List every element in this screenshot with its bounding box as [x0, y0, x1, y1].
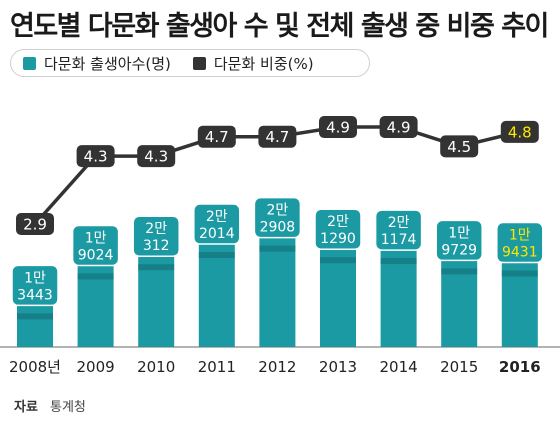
chart-title: 연도별 다문화 출생아 수 및 전체 출생 중 비중 추이: [10, 11, 549, 42]
x-tick-label-5: 2013: [319, 358, 357, 376]
share-label-7: 4.5: [447, 138, 471, 156]
bar-label-unit-1: 1만: [85, 230, 107, 246]
bar-label-value-8: 9431: [502, 245, 538, 261]
x-tick-label-0: 2008년: [9, 358, 61, 376]
bar-shadow-6: [380, 258, 417, 265]
share-marker-6: [379, 116, 418, 138]
bar-shadow-0: [17, 313, 53, 320]
legend-swatch-births: [23, 56, 36, 70]
bar-label-box-4: [253, 196, 302, 239]
bar-shadow-2: [138, 264, 175, 271]
bar-label-box-1: [71, 224, 120, 267]
x-tick-label-1: 2009: [77, 358, 115, 376]
bar-label-value-6: 1174: [381, 232, 417, 248]
share-marker-2: [137, 145, 176, 168]
bar-shadow-7: [441, 268, 478, 275]
bar-label-box-7: [435, 219, 483, 262]
legend-label-births: 다문화 출생아수(명): [44, 54, 171, 73]
source-text: 통계청: [50, 400, 86, 415]
bar-shadow-8: [501, 270, 538, 277]
share-marker-4: [258, 125, 297, 148]
bar-label-value-5: 1290: [320, 231, 356, 247]
share-label-5: 4.9: [326, 119, 350, 137]
bar-label-box-2: [132, 215, 180, 257]
bar-label-value-3: 2014: [199, 226, 235, 242]
bar-label-box-6: [374, 209, 423, 251]
bar-shadow-5: [320, 257, 356, 264]
x-tick-label-3: 2011: [198, 358, 236, 376]
bar-label-value-4: 2908: [260, 220, 296, 236]
bar-shadow-3: [198, 252, 235, 259]
bar-label-unit-0: 1만: [24, 270, 46, 286]
share-label-3: 4.7: [205, 128, 229, 146]
bar-label-box-5: [314, 208, 362, 250]
bar-label-unit-3: 2만: [206, 209, 228, 225]
share-label-6: 4.9: [387, 119, 411, 137]
legend-item-births: 다문화 출생아수(명): [23, 53, 171, 74]
share-label-0: 2.9: [23, 216, 47, 234]
share-label-8: 4.8: [508, 123, 532, 141]
x-tick-label-8: 2016: [499, 358, 541, 376]
share-marker-8: [500, 120, 539, 143]
legend-item-share: 다문화 비중(%): [192, 53, 314, 74]
bar-label-unit-4: 2만: [267, 203, 289, 219]
bar-label-box-3: [193, 203, 241, 245]
bar-label-unit-7: 1만: [448, 225, 470, 241]
legend-label-share: 다문화 비중(%): [213, 54, 314, 73]
share-marker-5: [319, 116, 357, 138]
x-tick-label-7: 2015: [440, 358, 478, 376]
share-marker-3: [197, 125, 236, 148]
bar-label-value-7: 9729: [441, 242, 477, 258]
legend-swatch-share: [192, 56, 206, 70]
bar-shadow-4: [259, 245, 296, 252]
bar-label-unit-5: 2만: [327, 214, 349, 230]
share-marker-7: [440, 135, 479, 158]
share-label-2: 4.3: [144, 148, 168, 166]
bar-label-unit-8: 1만: [509, 228, 531, 244]
x-tick-label-2: 2010: [137, 358, 175, 376]
bar-label-box-8: [496, 221, 544, 264]
legend: 다문화 출생아수(명) 다문화 비중(%): [10, 49, 370, 77]
bar-label-box-0: [11, 264, 59, 307]
bar-label-value-2: 312: [143, 238, 170, 254]
bar-label-value-1: 9024: [78, 247, 114, 263]
share-label-1: 4.3: [84, 148, 108, 166]
x-tick-label-4: 2012: [258, 358, 296, 376]
bar-label-unit-2: 2만: [145, 221, 167, 237]
x-tick-label-6: 2014: [380, 358, 418, 376]
share-label-4: 4.7: [265, 128, 289, 146]
source-label: 자료: [14, 400, 38, 415]
share-marker-0: [16, 213, 54, 235]
bar-shadow-1: [77, 273, 114, 280]
bar-label-value-0: 3443: [17, 287, 53, 303]
share-marker-1: [76, 145, 115, 168]
bar-label-unit-6: 2만: [388, 215, 410, 231]
